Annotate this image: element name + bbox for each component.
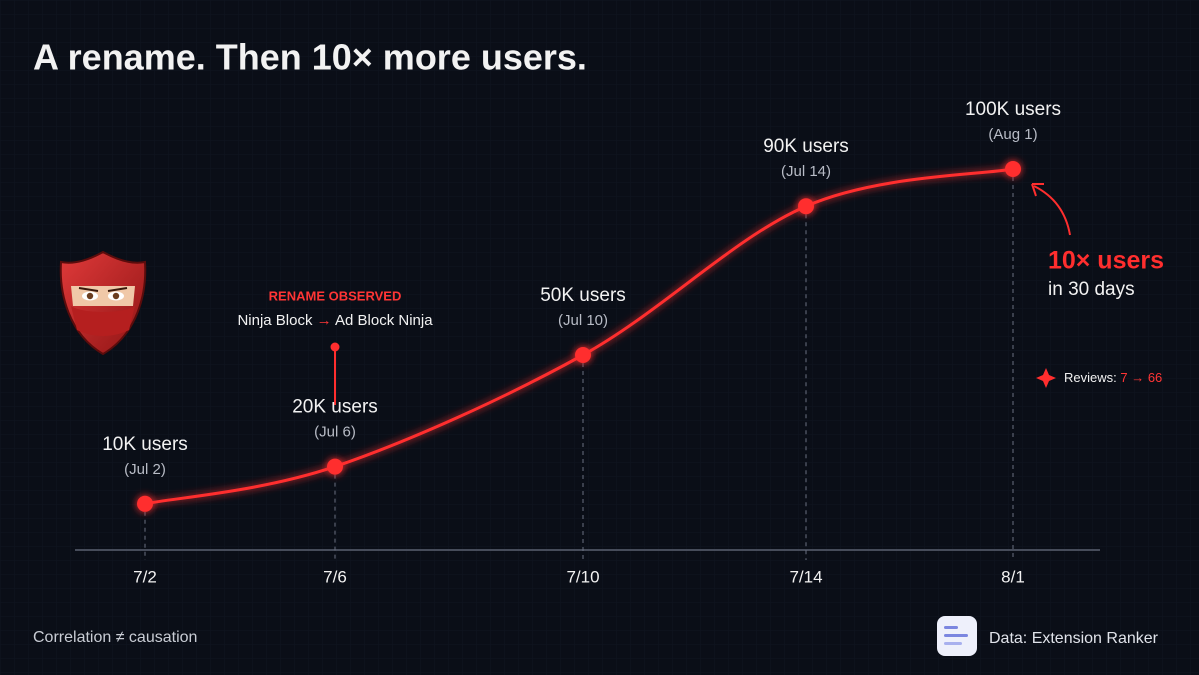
x-tick-label: 7/10 [566, 567, 599, 586]
x-tick-label: 7/2 [133, 567, 157, 586]
data-point [1005, 161, 1021, 177]
date-label: (Jul 10) [558, 312, 608, 329]
callout-headline: 10× users [1048, 247, 1164, 275]
reviews-text: Reviews: 7 → 66 [1064, 370, 1162, 385]
source-icon [937, 616, 977, 656]
rename-text: Ninja Block → Ad Block Ninja [237, 312, 433, 329]
rename-arrow: → [317, 312, 332, 329]
data-point [137, 495, 153, 512]
reviews-star [1036, 368, 1056, 388]
date-label: (Jul 2) [124, 461, 166, 478]
x-tick-label: 8/1 [1001, 567, 1025, 586]
chart-title: A rename. Then 10× more users. [33, 37, 587, 78]
rename-from: Ninja Block [237, 312, 313, 329]
rename-title: RENAME OBSERVED [269, 288, 402, 303]
callout-sub: in 30 days [1048, 279, 1135, 300]
value-label: 100K users [965, 99, 1061, 120]
callout-arrowhead [1031, 183, 1044, 197]
date-label: (Jul 14) [781, 163, 831, 180]
value-label: 10K users [102, 434, 188, 455]
x-tick-label: 7/6 [323, 567, 347, 586]
date-label: (Aug 1) [988, 126, 1037, 143]
reviews-change: 7 → 66 [1120, 370, 1162, 385]
x-tick-label: 7/14 [789, 567, 822, 586]
data-point [798, 198, 814, 215]
rename-to: Ad Block Ninja [335, 312, 433, 329]
value-label: 90K users [763, 136, 849, 157]
data-point [327, 458, 343, 475]
date-label: (Jul 6) [314, 424, 356, 441]
source: Data: Extension Ranker [989, 630, 1159, 647]
value-label: 20K users [292, 397, 378, 418]
reviews-label: Reviews: [1064, 370, 1117, 385]
footnote: Correlation ≠ causation [33, 629, 197, 646]
value-label: 50K users [540, 285, 626, 306]
data-point [575, 347, 591, 363]
mascot-shield [59, 250, 147, 356]
callout-arrow [1033, 185, 1071, 236]
rename-marker [330, 342, 340, 352]
